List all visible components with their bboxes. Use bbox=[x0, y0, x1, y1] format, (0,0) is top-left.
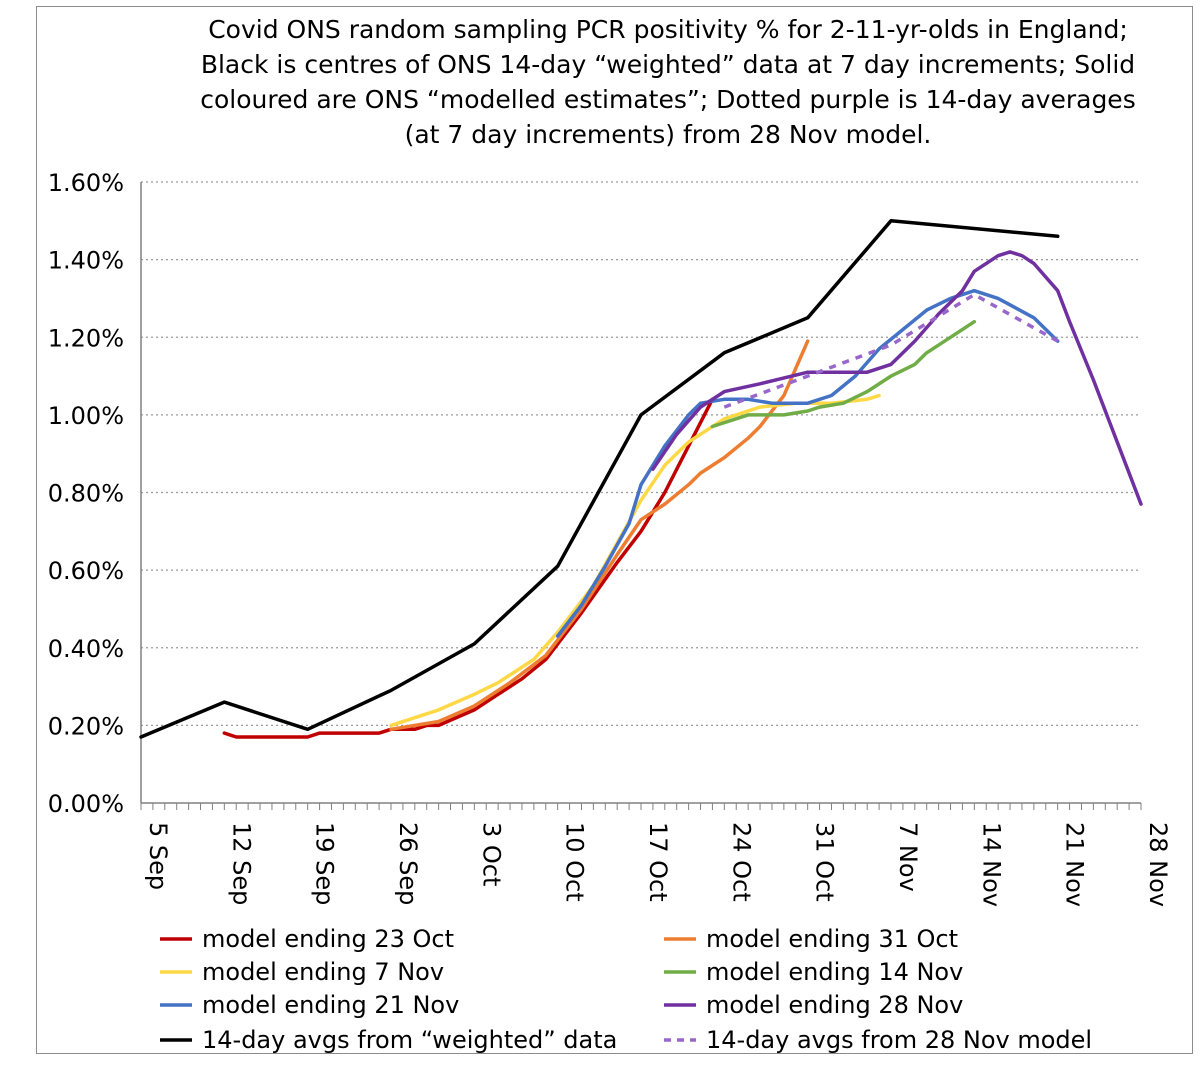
y-tick-label: 0.40% bbox=[48, 635, 124, 663]
chart-title: Covid ONS random sampling PCR positivity… bbox=[200, 15, 1135, 149]
x-tick-label: 26 Sep bbox=[394, 822, 422, 905]
chart-title-line-4: (at 7 day increments) from 28 Nov model. bbox=[405, 120, 932, 149]
x-tick-label: 3 Oct bbox=[477, 822, 505, 886]
series-lines bbox=[139, 219, 1143, 739]
series-line bbox=[222, 397, 715, 739]
x-tick-label: 24 Oct bbox=[727, 822, 755, 902]
x-axis-ticks: 5 Sep 12 Sep 19 Sep 26 Sep 3 Oct 10 Oct 17 Oct… bbox=[144, 822, 1172, 907]
x-tick-label: 7 Nov bbox=[894, 822, 922, 892]
legend-label: model ending 14 Nov bbox=[706, 958, 963, 986]
series-line bbox=[389, 339, 810, 732]
legend-label: model ending 21 Nov bbox=[202, 991, 459, 1019]
y-tick-label: 1.40% bbox=[48, 247, 124, 275]
chart-title-line-1: Covid ONS random sampling PCR positivity… bbox=[208, 15, 1128, 44]
legend-label: 14-day avgs from “weighted” data bbox=[202, 1026, 617, 1054]
legend-label: model ending 7 Nov bbox=[202, 958, 444, 986]
chart-title-line-3: coloured are ONS “modelled estimates”; D… bbox=[200, 85, 1135, 114]
series-line bbox=[139, 219, 1060, 739]
legend-label: 14-day avgs from 28 Nov model bbox=[706, 1026, 1092, 1054]
y-tick-label: 1.60% bbox=[48, 169, 124, 197]
axes bbox=[140, 182, 1142, 810]
x-tick-label: 28 Nov bbox=[1144, 822, 1172, 907]
x-tick-label: 14 Nov bbox=[977, 822, 1005, 907]
series-line bbox=[723, 292, 1059, 409]
series-line bbox=[651, 250, 1143, 506]
legend-label: model ending 23 Oct bbox=[202, 925, 454, 953]
y-tick-label: 1.20% bbox=[48, 324, 124, 352]
x-tick-label: 5 Sep bbox=[144, 822, 172, 890]
chart-frame bbox=[36, 6, 1193, 1054]
x-tick-label: 21 Nov bbox=[1061, 822, 1089, 907]
series-line bbox=[389, 393, 881, 728]
legend-label: model ending 28 Nov bbox=[706, 991, 963, 1019]
x-tick-label: 19 Sep bbox=[311, 822, 339, 905]
series-line bbox=[710, 319, 977, 429]
chart-title-line-2: Black is centres of ONS 14-day “weighted… bbox=[201, 50, 1135, 79]
legend-label: model ending 31 Oct bbox=[706, 925, 958, 953]
legend: model ending 23 Oct model ending 31 Oct mo… bbox=[160, 925, 1092, 1054]
grid-lines bbox=[141, 181, 1141, 726]
y-tick-label: 1.00% bbox=[48, 402, 124, 430]
y-tick-label: 0.80% bbox=[48, 480, 124, 508]
x-tick-label: 10 Oct bbox=[561, 822, 589, 902]
y-tick-label: 0.60% bbox=[48, 557, 124, 585]
y-axis-ticks: 0.00% 0.20% 0.40% 0.60% 0.80% 1.00% 1.20% 1.40%… bbox=[48, 169, 124, 818]
x-tick-label: 17 Oct bbox=[644, 822, 672, 902]
x-tick-label: 31 Oct bbox=[811, 822, 839, 902]
y-tick-label: 0.00% bbox=[48, 790, 124, 818]
y-tick-label: 0.20% bbox=[48, 712, 124, 740]
x-tick-label: 12 Sep bbox=[227, 822, 255, 905]
